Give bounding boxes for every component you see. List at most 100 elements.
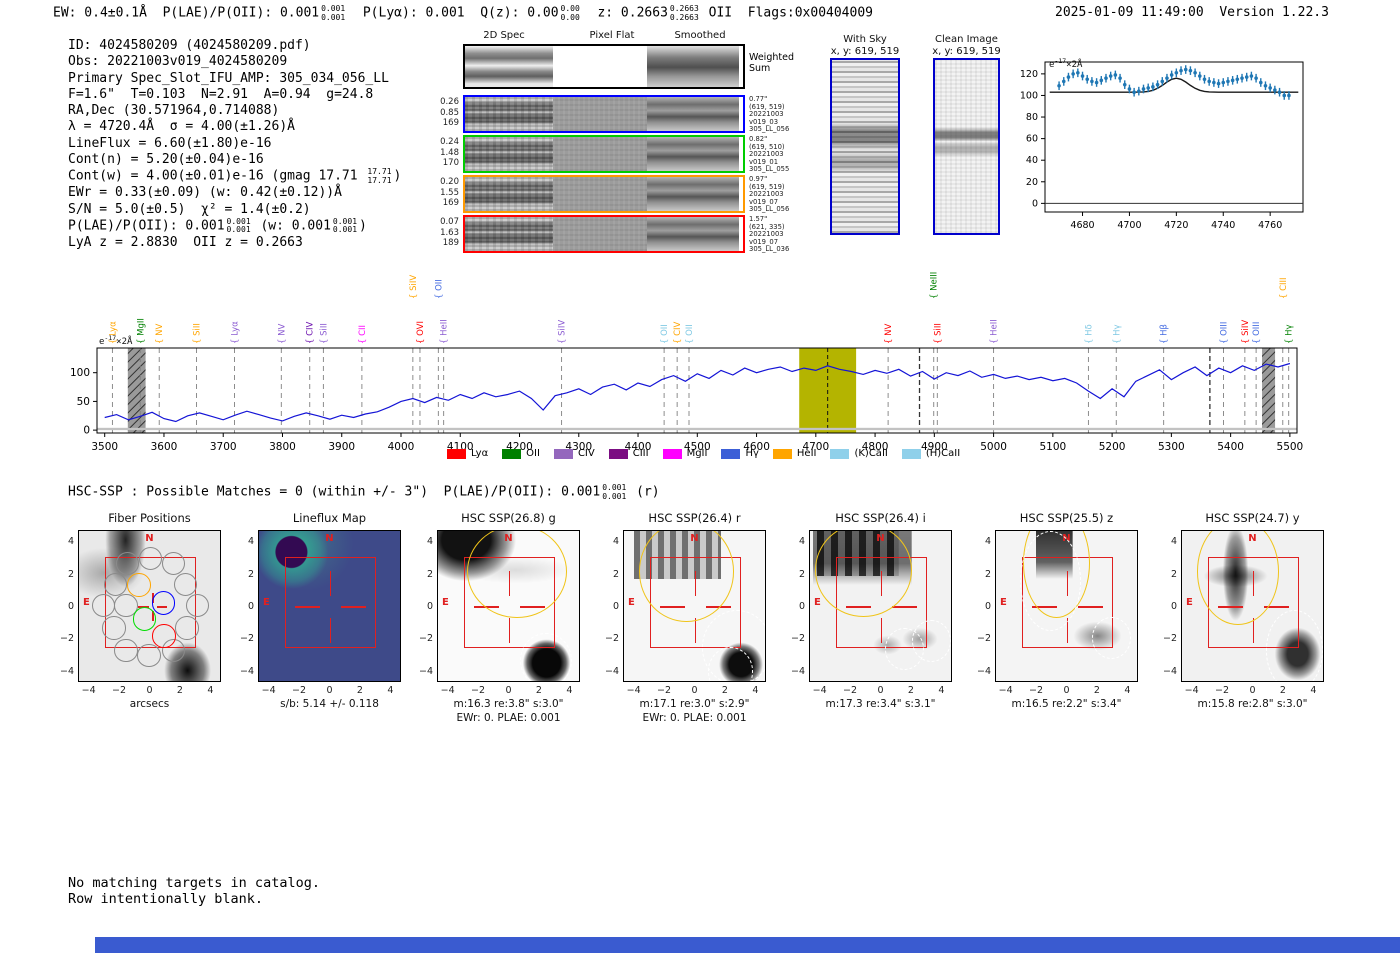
data-point (1057, 83, 1061, 88)
catalog-aperture-circle (814, 531, 912, 617)
masked-region-band (127, 348, 146, 433)
selected-fiber-circle (152, 624, 176, 648)
panel-x-tick-label: 4 (207, 685, 214, 696)
data-point (1287, 93, 1291, 98)
emission-line-label: { SiII (933, 323, 943, 344)
panel-y-tick-label: 2 (1170, 568, 1177, 580)
fiber-circle (161, 551, 186, 576)
panel-x-tick-label: 4 (938, 685, 945, 696)
right-label-value: (619, 510) (749, 142, 785, 151)
emission-line-label: { MgII (136, 318, 146, 344)
fiber-circle (173, 572, 198, 597)
data-point (1216, 81, 1221, 86)
emission-line-label: { Hδ (1084, 324, 1094, 344)
panel-x-tick-label: −2 (471, 685, 486, 696)
cutout-title: Clean Image (935, 34, 998, 45)
emission-line-label: { Hγ (1112, 324, 1122, 344)
spec2d-row-right-labels: 0.77" (619, 519) 20221003 v019_03 305_LL_056 (749, 95, 811, 134)
data-point (1113, 73, 1118, 77)
x-tick-label: 4720 (1164, 220, 1188, 231)
text-segment: RA,Dec (30.571964,0.714088) (68, 103, 280, 119)
data-point (1258, 80, 1263, 85)
panel-y-tick-label: 0 (1170, 601, 1177, 612)
fiber-circle (185, 593, 210, 618)
legend-swatch (901, 448, 921, 459)
panel-y-tick-label: 0 (612, 601, 619, 612)
unit-exponent: -17 (104, 334, 117, 342)
data-point (1230, 78, 1235, 83)
y-tick-label: 50 (77, 396, 90, 408)
panel-x-tick-label: 0 (505, 685, 512, 696)
spec2d-row-left-labels: 0.24 1.48 170 (425, 137, 459, 169)
panel-title-y: HSC SSP(24.7) y (1205, 511, 1300, 525)
panel-caption-2: EWr: 0. PLAE: 0.001 (642, 712, 747, 724)
right-label-value: (619, 519) (749, 102, 785, 111)
selected-fiber-circle (132, 607, 157, 631)
text-segment: EW: 0.4±0.1Å P(LAE)/P(OII): 0.001 (53, 5, 320, 21)
panel-y-tick-label: −2 (604, 633, 619, 645)
data-point (1122, 82, 1127, 87)
header-summary-line: EW: 0.4±0.1Å P(LAE)/P(OII): 0.001 0.001 0.… (53, 5, 873, 22)
panel-x-tick-label: 4 (387, 685, 394, 696)
right-label-value: 305_LL_036 (749, 245, 790, 254)
panel-y-tick-label: 4 (426, 536, 433, 548)
panel-y-tick-label: 4 (798, 536, 805, 548)
footer-blue-bar (95, 937, 1400, 953)
data-point (1071, 72, 1075, 76)
data-point (1268, 86, 1272, 90)
y-tick-label: 100 (70, 367, 90, 379)
right-label-value: v019_01 (749, 157, 779, 166)
data-point (1202, 77, 1207, 82)
emission-line-label: { SiIV (558, 320, 568, 344)
panel-y-tick-label: −2 (1162, 633, 1177, 645)
stacked-uncertainty: 17.71 17.71 (367, 167, 392, 185)
panel-title-z: HSC SSP(25.5) z (1019, 511, 1114, 525)
data-point (1076, 70, 1080, 75)
info-line-1: ID: 4024580209 (4024580209.pdf) (68, 38, 401, 54)
x-tick-label: 4900 (921, 441, 948, 453)
data-point (1118, 76, 1122, 80)
detection-info-block: ID: 4024580209 (4024580209.pdf) Obs: 2022… (68, 38, 401, 251)
crosshair-vertical (329, 571, 332, 597)
right-label-value: v019_03 (749, 117, 779, 126)
left-label-value: 170 (442, 158, 459, 168)
emission-line-label: { OIII (1252, 322, 1262, 344)
stacked-uncertainty: 0.2663 0.2663 (669, 4, 699, 22)
right-label-value: 0.97" (749, 175, 768, 183)
y-tick-label: 80 (1026, 112, 1038, 123)
panel-x-tick-label: −4 (81, 685, 96, 696)
right-label-value: 20221003 (749, 190, 784, 199)
panel-y-tick-label: −4 (59, 665, 74, 677)
right-label-value: Sum (749, 63, 771, 74)
text-segment: Cont(w) = 4.00(±0.01)e-16 (gmag 17.71 (68, 168, 366, 184)
legend-item: CIV (553, 448, 595, 459)
clean-image (933, 58, 1000, 235)
emission-line-label: { OII (434, 279, 444, 299)
emission-line-label: { HeII (440, 319, 450, 344)
panel-y-tick-label: 0 (984, 601, 991, 612)
emission-line-label: { OVI (416, 321, 426, 344)
spectrum-series (104, 362, 1291, 423)
emission-line-label: { OIII (1220, 322, 1230, 344)
text-segment: (r) (628, 484, 660, 500)
data-point (1249, 74, 1254, 78)
left-label-value: 1.63 (440, 227, 459, 238)
x-tick-label: 3900 (328, 441, 355, 453)
unit-prefix: e (1049, 60, 1055, 70)
data-point (1226, 79, 1230, 84)
emission-line-label: { Hγ (1285, 324, 1295, 344)
panel-x-tick-label: 4 (1310, 685, 1317, 696)
emission-line-label: { Lyα (230, 321, 240, 344)
pixel-flat-image (553, 177, 647, 211)
info-line-9: Cont(w) = 4.00(±0.01)e-16 (gmag 17.71 17… (68, 168, 401, 185)
panel-x-tick-label: −4 (440, 685, 455, 696)
panel-y-tick-label: 2 (612, 568, 619, 580)
text-segment: Obs: 20221003v019_4024580209 (68, 54, 288, 70)
left-label-value: 169 (442, 198, 459, 208)
text-segment: S/N = 5.0(±0.5) χ² = 1.4(±0.2) (68, 201, 311, 217)
y-tick-label: 60 (1026, 134, 1038, 145)
left-label-value: 1.48 (440, 147, 459, 158)
left-label-value: 189 (442, 238, 459, 248)
emission-line-label: { NV (884, 324, 894, 344)
